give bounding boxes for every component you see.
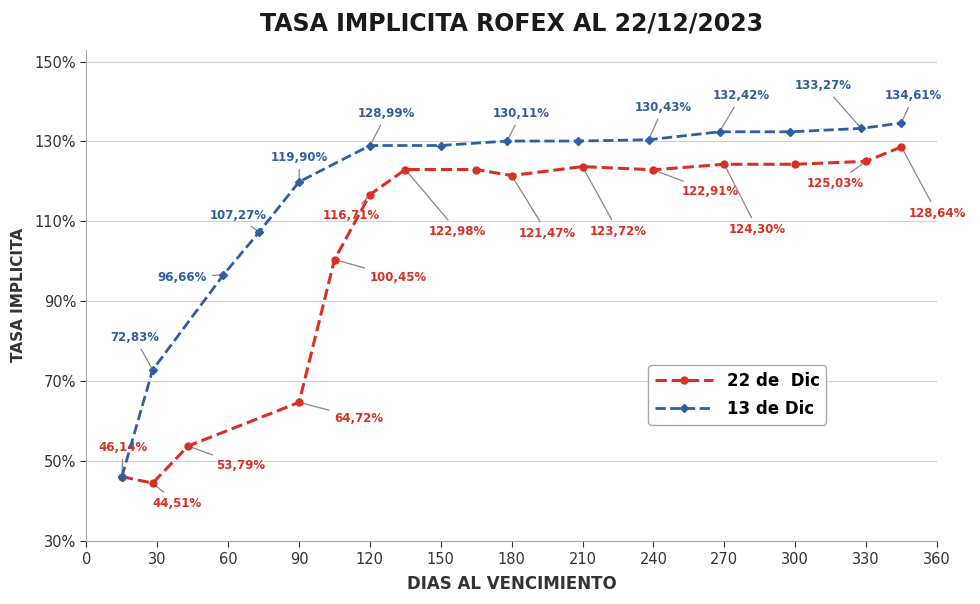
- Text: 130,43%: 130,43%: [634, 101, 692, 137]
- Text: 107,27%: 107,27%: [210, 209, 267, 231]
- Text: 130,11%: 130,11%: [493, 107, 550, 138]
- Text: 121,47%: 121,47%: [514, 178, 576, 240]
- Text: 123,72%: 123,72%: [584, 169, 647, 238]
- Text: 128,64%: 128,64%: [903, 149, 966, 220]
- Text: 133,27%: 133,27%: [795, 79, 859, 126]
- Y-axis label: TASA IMPLICITA: TASA IMPLICITA: [11, 228, 26, 362]
- Title: TASA IMPLICITA ROFEX AL 22/12/2023: TASA IMPLICITA ROFEX AL 22/12/2023: [260, 11, 763, 35]
- Text: 134,61%: 134,61%: [885, 89, 942, 121]
- Text: 125,03%: 125,03%: [807, 163, 864, 190]
- Text: 128,99%: 128,99%: [358, 107, 416, 143]
- Text: 132,42%: 132,42%: [712, 89, 769, 129]
- Text: 46,14%: 46,14%: [98, 441, 148, 474]
- Text: 44,51%: 44,51%: [153, 485, 202, 510]
- Text: 122,91%: 122,91%: [656, 171, 739, 198]
- Text: 119,90%: 119,90%: [270, 151, 328, 179]
- Text: 116,71%: 116,71%: [322, 197, 380, 222]
- Text: 96,66%: 96,66%: [158, 271, 220, 284]
- Legend: 22 de  Dic, 13 de Dic: 22 de Dic, 13 de Dic: [649, 365, 826, 425]
- X-axis label: DIAS AL VENCIMIENTO: DIAS AL VENCIMIENTO: [407, 575, 616, 593]
- Text: 124,30%: 124,30%: [725, 167, 786, 236]
- Text: 122,98%: 122,98%: [407, 172, 486, 238]
- Text: 100,45%: 100,45%: [337, 260, 427, 284]
- Text: 64,72%: 64,72%: [302, 403, 383, 425]
- Text: 72,83%: 72,83%: [110, 331, 159, 367]
- Text: 53,79%: 53,79%: [191, 447, 266, 472]
